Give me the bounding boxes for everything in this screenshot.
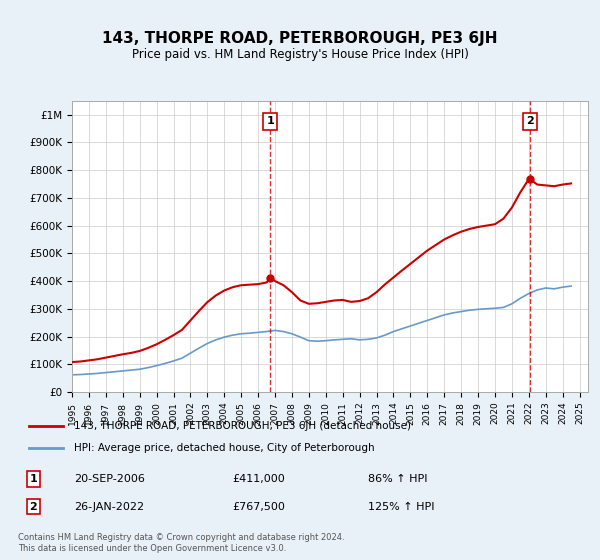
Text: 1: 1 bbox=[266, 116, 274, 126]
Text: 1: 1 bbox=[29, 474, 37, 484]
Text: 125% ↑ HPI: 125% ↑ HPI bbox=[368, 502, 434, 512]
Text: 2: 2 bbox=[526, 116, 534, 126]
Text: 20-SEP-2006: 20-SEP-2006 bbox=[74, 474, 145, 484]
Text: 143, THORPE ROAD, PETERBOROUGH, PE3 6JH: 143, THORPE ROAD, PETERBOROUGH, PE3 6JH bbox=[102, 31, 498, 46]
Text: 26-JAN-2022: 26-JAN-2022 bbox=[74, 502, 145, 512]
Text: HPI: Average price, detached house, City of Peterborough: HPI: Average price, detached house, City… bbox=[74, 443, 375, 453]
Text: £767,500: £767,500 bbox=[232, 502, 285, 512]
Text: 2: 2 bbox=[29, 502, 37, 512]
Text: Price paid vs. HM Land Registry's House Price Index (HPI): Price paid vs. HM Land Registry's House … bbox=[131, 48, 469, 60]
Text: 143, THORPE ROAD, PETERBOROUGH, PE3 6JH (detached house): 143, THORPE ROAD, PETERBOROUGH, PE3 6JH … bbox=[74, 421, 412, 431]
Text: 86% ↑ HPI: 86% ↑ HPI bbox=[368, 474, 427, 484]
Text: £411,000: £411,000 bbox=[232, 474, 285, 484]
Text: Contains HM Land Registry data © Crown copyright and database right 2024.
This d: Contains HM Land Registry data © Crown c… bbox=[18, 533, 344, 553]
